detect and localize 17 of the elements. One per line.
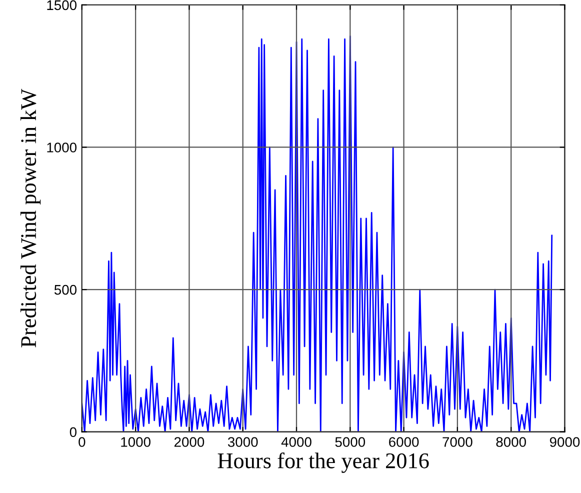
line-series <box>82 36 553 432</box>
x-tick-label: 4000 <box>281 437 312 447</box>
x-tick-label: 6000 <box>389 437 419 447</box>
y-tick-label: 1500 <box>47 0 77 10</box>
x-tick-label: 7000 <box>442 437 472 447</box>
x-tick-label: 2000 <box>174 437 204 447</box>
x-tick-label: 5000 <box>335 437 366 447</box>
x-tick-label: 0 <box>78 437 86 447</box>
y-tick-label: 1000 <box>47 142 77 152</box>
y-axis-title: Predicted Wind power in kW <box>20 88 41 348</box>
x-tick-label: 9000 <box>550 437 580 447</box>
x-tick-label: 1000 <box>121 437 150 447</box>
x-tick-label: 8000 <box>496 437 526 447</box>
y-tick-label: 500 <box>54 284 77 295</box>
x-axis-title: Hours for the year 2016 <box>218 452 429 473</box>
x-tick-label: 3000 <box>228 437 258 447</box>
y-tick-label: 0 <box>70 427 77 438</box>
